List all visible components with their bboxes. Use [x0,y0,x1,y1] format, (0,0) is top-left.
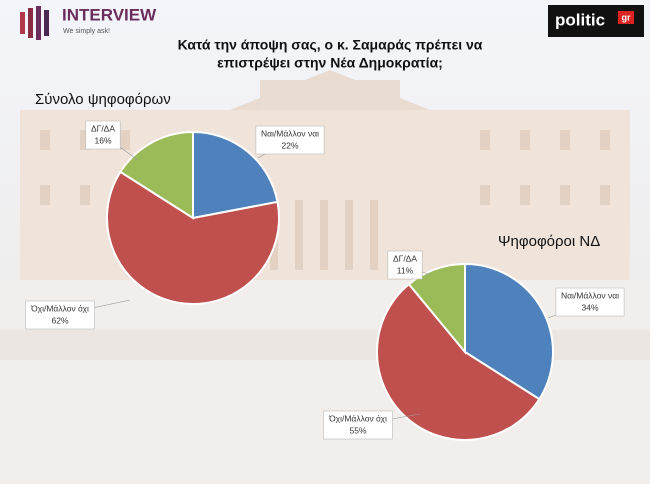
slice-label: ΔΓ/ΔΑ 16% [85,120,139,161]
logo-suffix: gr [622,12,631,22]
slice-label: Όχι/Μάλλον όχι 55% [323,410,421,440]
pie-slice [376,282,541,441]
category-label: ΔΓ/ΔΑ [91,123,115,133]
tagline: We simply ask! [63,28,110,35]
category-label: Όχι/Μάλλον όχι [30,303,89,313]
value-label: 16% [94,135,111,145]
category-label: Ναι/Μάλλον ναι [561,290,619,300]
label-box [555,287,625,317]
slice-label: Όχι/Μάλλον όχι 62% [25,299,131,330]
value-label: 34% [581,302,598,312]
pie-title: Ψηφοφόροι ΝΔ [498,233,600,250]
label-box [255,125,325,155]
pie-title: Σύνολο ψηφοφόρων [35,91,171,108]
pie-slice [119,130,194,220]
category-label: Όχι/Μάλλον όχι [328,413,387,423]
pie-slice [407,262,466,355]
label-box [85,120,121,150]
pie-slice [192,130,279,220]
value-label: 62% [51,315,68,325]
slice-label: Ναι/Μάλλον ναι 34% [547,287,625,319]
value-label: 55% [349,425,366,435]
pie-slice [106,170,280,305]
category-label: Ναι/Μάλλον ναι [261,128,319,138]
title-line: επιστρέψει στην Νέα Δημοκρατία; [217,55,443,71]
logo: politic [555,10,605,29]
slice-label: ΔΓ/ΔΑ 11% [387,250,431,280]
label-box [323,410,393,440]
category-label: ΔΓ/ΔΑ [393,253,417,263]
title-line: Κατά την άποψη σας, ο κ. Σαμαράς πρέπει … [178,37,483,53]
brand: INTERVIEW [62,5,157,24]
label-box [25,300,95,330]
label-box [387,250,423,280]
interview-logo: INTERVIEW We simply ask! [20,5,157,40]
value-label: 22% [281,140,298,150]
politic-logo: politic gr [548,5,644,37]
value-label: 11% [397,265,414,275]
slice-label: Ναι/Μάλλον ναι 22% [255,125,325,159]
